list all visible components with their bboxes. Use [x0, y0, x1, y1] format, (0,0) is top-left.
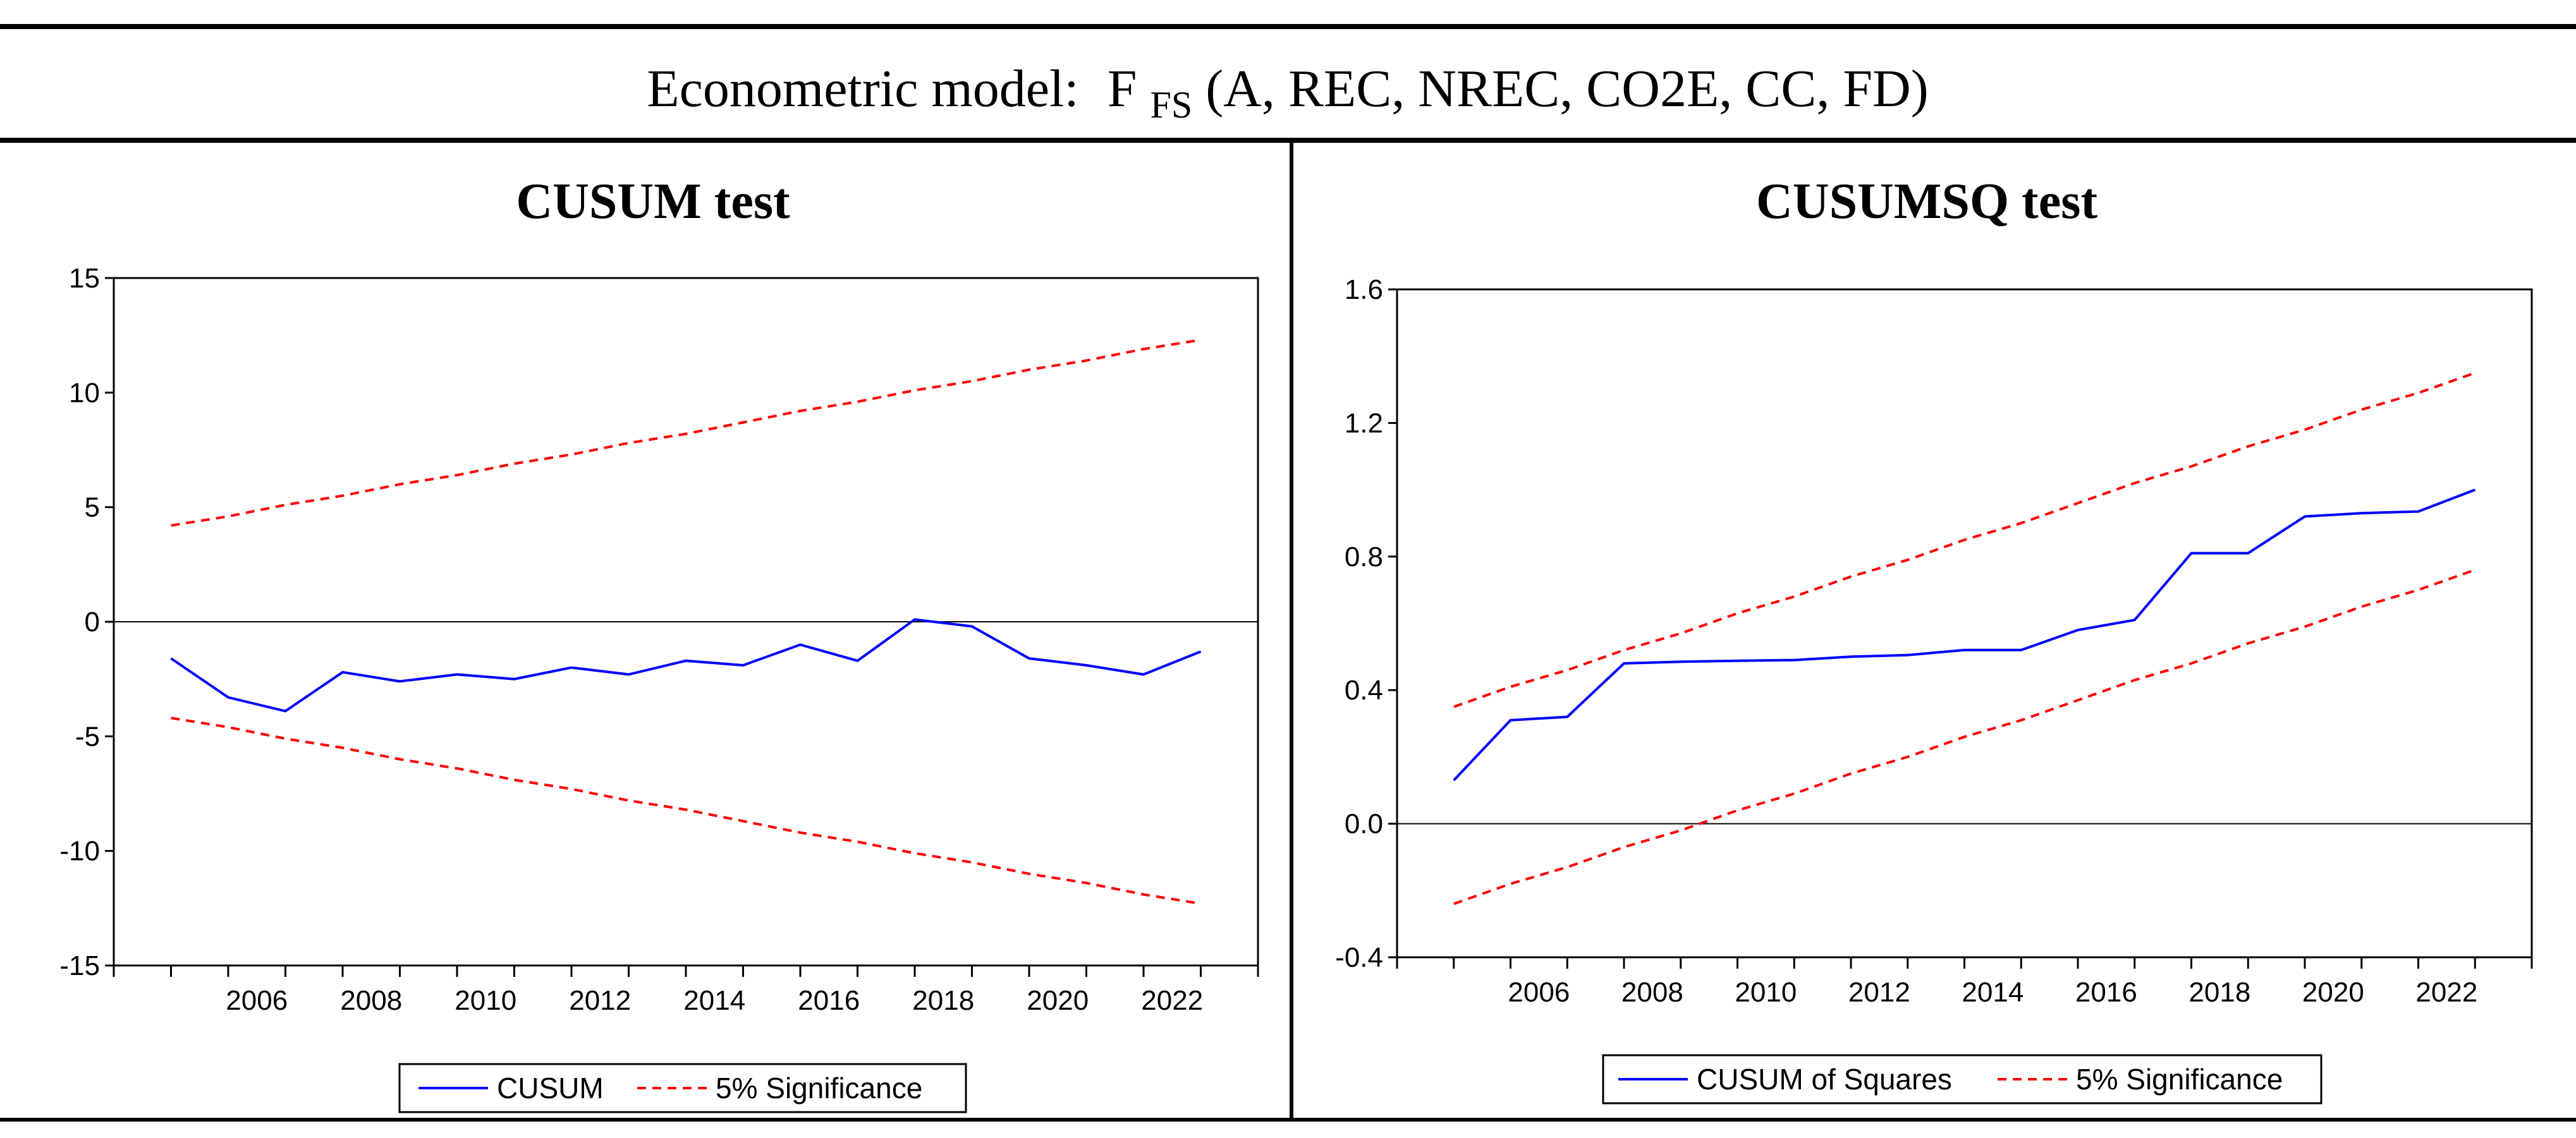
x-tick-label: 2022: [2415, 977, 2477, 1008]
x-tick-label: 2010: [455, 985, 516, 1016]
series-line-main: [170, 618, 1202, 713]
y-tick-label: 0.4: [1345, 675, 1383, 706]
cusumsq-legend: CUSUM of Squares 5% Significance: [1602, 1054, 2323, 1105]
series-line-lower-bound: [1453, 569, 2475, 905]
model-prefix: Econometric model:: [647, 59, 1078, 118]
y-tick-label: -5: [75, 721, 100, 752]
x-tick-label: 2016: [2075, 977, 2137, 1008]
cusumsq-title: CUSUMSQ test: [1756, 174, 2097, 229]
legend-label-significance: 5% Significance: [716, 1072, 922, 1105]
x-tick-label: 2008: [340, 985, 402, 1016]
legend-label-cusum-squares: CUSUM of Squares: [1697, 1063, 1952, 1096]
y-tick-label: 1.6: [1345, 274, 1383, 305]
y-tick-label: 15: [69, 263, 100, 294]
x-tick-label: 2018: [912, 985, 974, 1016]
x-tick-label: 2018: [2188, 977, 2250, 1008]
x-tick-label: 2014: [1962, 977, 2024, 1008]
x-tick-label: 2014: [683, 985, 745, 1016]
plot-frame: [1396, 288, 2533, 959]
x-tick-label: 2012: [569, 985, 631, 1016]
x-tick-label: 2012: [1848, 977, 1910, 1008]
y-tick-label: -15: [59, 950, 100, 981]
x-tick-label: 2016: [798, 985, 860, 1016]
series-line-upper-bound: [171, 338, 1201, 527]
series-line-upper-bound: [1453, 372, 2475, 708]
y-tick-label: 0: [85, 607, 100, 638]
y-tick-label: 5: [85, 492, 100, 523]
cusum-chart: 15 10 5 0 -5 -10 -15 2006 2008 2010 2012 2014 2016 20…: [59, 263, 1259, 1016]
y-tick-label: -0.4: [1335, 942, 1383, 973]
cusumsq-chart: 1.6 1.2 0.8 0.4 0.0 -0.4 2006 2008 2010 2012 2014 2…: [1335, 274, 2533, 1008]
legend-label-cusum: CUSUM: [497, 1072, 604, 1105]
legend-box: [1602, 1054, 2323, 1105]
series-line-lower-bound: [171, 717, 1201, 905]
legend-label-significance: 5% Significance: [2076, 1063, 2283, 1096]
x-tick-label: 2022: [1141, 985, 1203, 1016]
y-tick-label: -10: [59, 836, 100, 867]
x-tick-label: 2006: [226, 985, 288, 1016]
model-function: F: [1108, 59, 1137, 118]
x-tick-label: 2010: [1735, 977, 1797, 1008]
model-title: Econometric model: F FS (A, REC, NREC, C…: [647, 59, 1928, 130]
x-tick-label: 2008: [1621, 977, 1683, 1008]
series-line-main: [1453, 488, 2476, 782]
x-tick-label: 2020: [2302, 977, 2364, 1008]
cusum-legend: CUSUM 5% Significance: [398, 1063, 967, 1113]
model-subscript: FS: [1150, 84, 1192, 126]
x-tick-label: 2006: [1508, 977, 1570, 1008]
model-args: (A, REC, NREC, CO2E, CC, FD): [1206, 59, 1928, 118]
x-tick-label: 2020: [1027, 985, 1089, 1016]
y-tick-label: 0.8: [1345, 542, 1383, 572]
cusum-title: CUSUM test: [516, 174, 790, 229]
y-tick-label: 0.0: [1345, 809, 1383, 840]
y-tick-label: 1.2: [1345, 408, 1383, 439]
y-tick-label: 10: [69, 377, 100, 408]
